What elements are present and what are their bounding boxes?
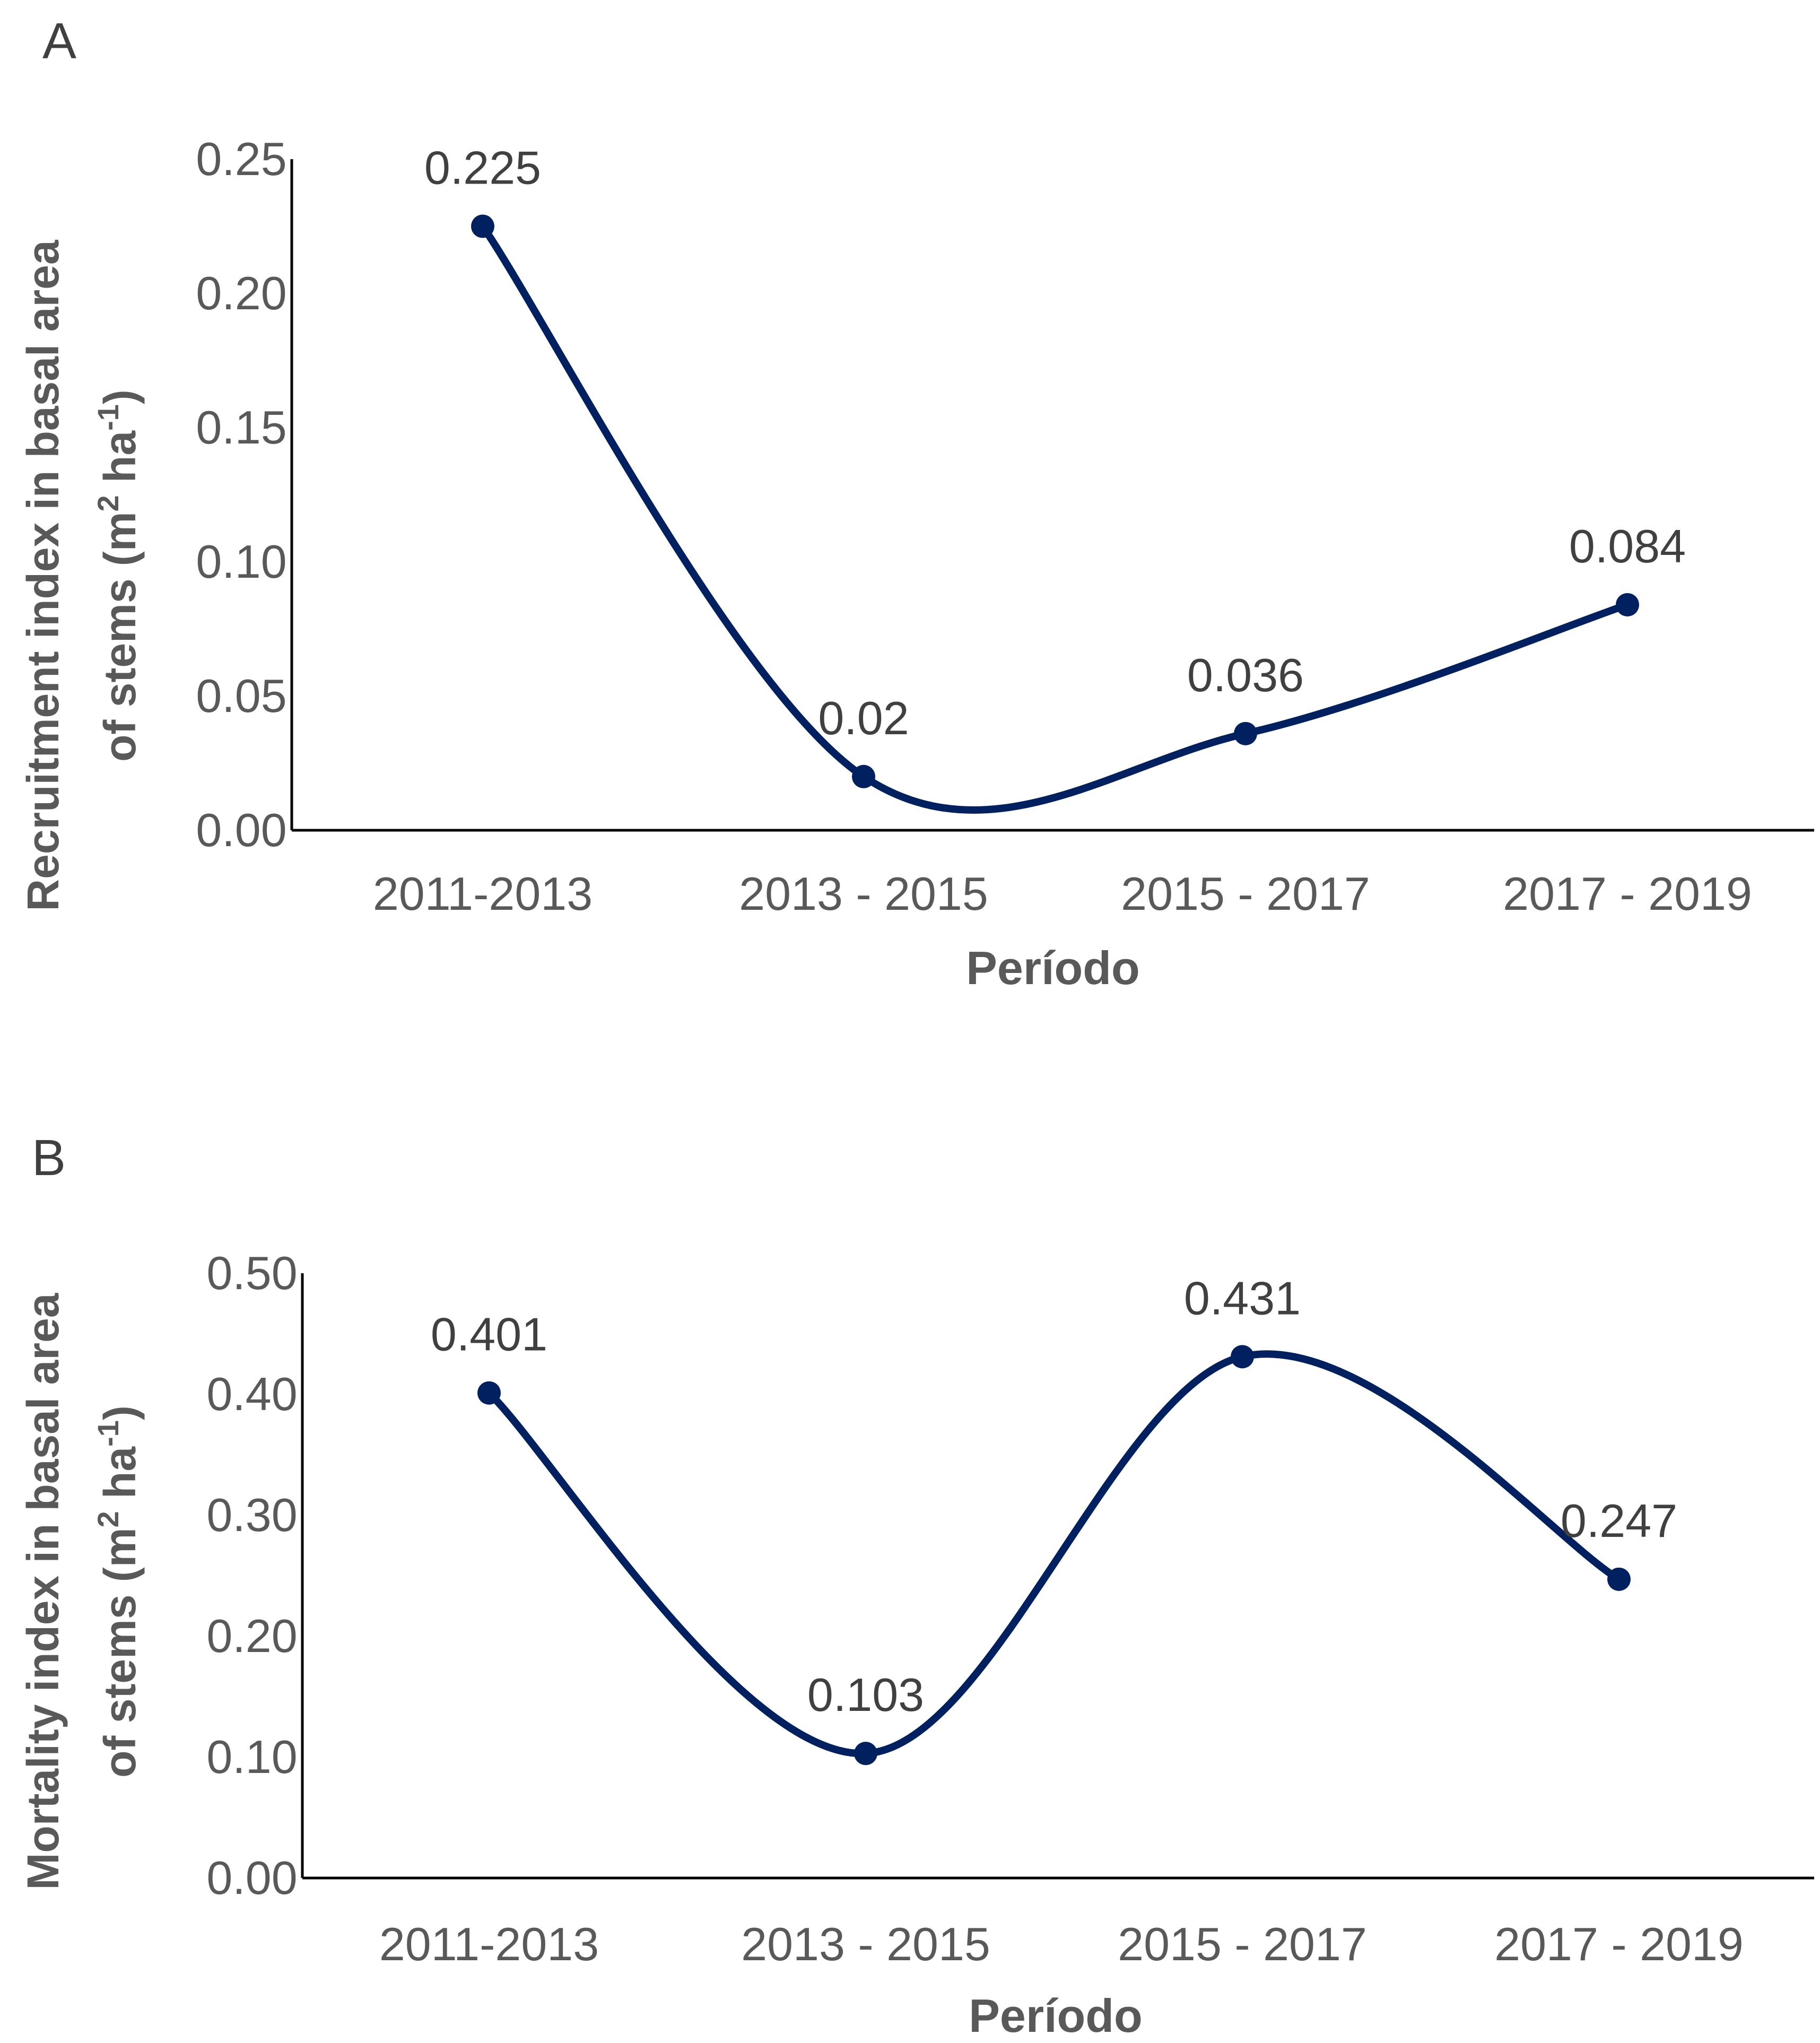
x-axis-title: Período	[969, 1989, 1143, 2042]
data-point	[1231, 1345, 1254, 1369]
data-point	[477, 1381, 501, 1405]
data-point	[1607, 1567, 1631, 1591]
data-label: 0.036	[1187, 649, 1304, 701]
x-tick-label: 2017 - 2019	[1503, 867, 1752, 920]
y-tick-label: 0.05	[196, 670, 286, 722]
chart-panel-a: A 0.00 0.05 0.10 0.15 0.20 0.25 2011-2013 2013 -…	[18, 13, 1814, 994]
data-label: 0.401	[431, 1308, 547, 1361]
data-point	[854, 1742, 877, 1766]
data-point	[1234, 721, 1257, 745]
x-tick-label: 2015 - 2017	[1121, 867, 1370, 920]
y-axis-title-line2: of stems (m2 ha-1)	[91, 389, 145, 762]
panel-letter: B	[32, 1129, 66, 1186]
y-tick-label: 0.00	[206, 1851, 297, 1904]
data-label: 0.225	[424, 142, 541, 194]
x-axis-title: Período	[966, 942, 1140, 994]
x-tick-label: 2015 - 2017	[1118, 1918, 1367, 1970]
x-tick-label: 2013 - 2015	[739, 867, 988, 920]
y-tick-label: 0.25	[196, 133, 286, 185]
y-tick-label: 0.50	[206, 1247, 297, 1299]
y-axis-title-line1: Mortality index in basal area	[18, 1292, 68, 1890]
y-axis-title-line2: of stems (m2 ha-1)	[91, 1405, 145, 1778]
data-label: 0.431	[1184, 1272, 1301, 1324]
panel-letter: A	[42, 13, 76, 69]
y-axis-title: Recruitment index in basal area of stems …	[18, 239, 145, 911]
y-tick-label: 0.10	[206, 1731, 297, 1783]
data-point	[1616, 593, 1639, 616]
x-tick-label: 2011-2013	[373, 867, 593, 920]
y-axis-title-line1: Recruitment index in basal area	[18, 239, 68, 911]
data-point	[471, 214, 494, 238]
chart-panel-b: B 0.00 0.10 0.20 0.30 0.40 0.50 2011-2013 2013 -…	[18, 1129, 1814, 2042]
y-tick-label: 0.15	[196, 401, 286, 454]
y-tick-label: 0.10	[196, 535, 286, 588]
x-tick-label: 2017 - 2019	[1494, 1918, 1744, 1970]
data-point	[852, 764, 875, 788]
y-tick-label: 0.40	[206, 1368, 297, 1420]
x-tick-label: 2011-2013	[379, 1918, 599, 1970]
x-tick-label: 2013 - 2015	[741, 1918, 990, 1970]
data-label: 0.084	[1569, 520, 1686, 572]
y-tick-label: 0.20	[206, 1610, 297, 1662]
data-label: 0.247	[1561, 1494, 1677, 1547]
y-tick-label: 0.30	[206, 1489, 297, 1541]
series-line	[479, 222, 1631, 814]
y-axis-title: Mortality index in basal area of stems (m…	[18, 1292, 145, 1890]
data-label: 0.02	[818, 692, 909, 744]
series-line	[485, 1350, 1623, 1758]
y-tick-label: 0.00	[196, 804, 286, 856]
y-tick-label: 0.20	[196, 267, 286, 319]
data-label: 0.103	[807, 1668, 924, 1721]
